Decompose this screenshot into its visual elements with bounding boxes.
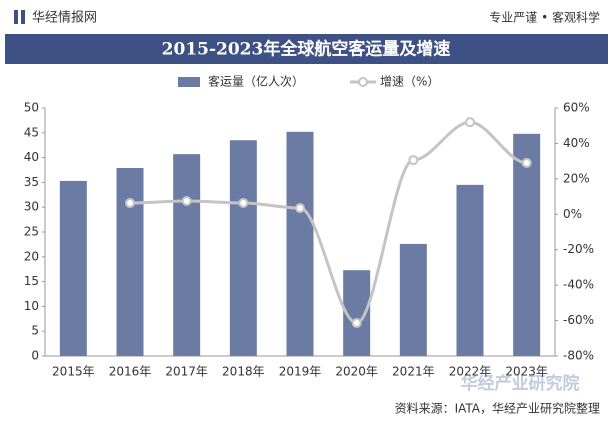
y2-tick-label: 20%	[563, 171, 590, 185]
legend-marker	[358, 77, 368, 87]
logo-bar	[14, 10, 18, 24]
y-tick-label: 25	[24, 225, 39, 239]
brand: 华经情报网	[32, 11, 97, 26]
y2-tick-label: -80%	[563, 349, 594, 363]
y-tick-label: 30	[24, 200, 39, 214]
y2-tick-label: -60%	[563, 313, 594, 327]
y2-tick-label: 0%	[563, 207, 582, 221]
marker	[181, 196, 192, 206]
marker	[351, 318, 362, 329]
bar	[229, 140, 257, 356]
bar	[116, 168, 144, 356]
watermark: 华经产业研究院	[461, 373, 580, 394]
x-tick-label: 2022年	[449, 365, 492, 379]
y-tick-label: 35	[24, 175, 39, 189]
x-tick-label: 2021年	[392, 365, 435, 379]
y2-tick-label: -20%	[563, 242, 594, 256]
y2-tick-label: 60%	[563, 101, 590, 115]
legend-swatch	[178, 77, 200, 87]
marker	[125, 197, 135, 208]
marker	[465, 117, 475, 128]
y-tick-label: 15	[24, 274, 39, 288]
x-tick-label: 2020年	[335, 365, 378, 379]
marker	[521, 157, 532, 168]
bar	[513, 133, 541, 356]
legend-label: 客运量（亿人次）	[208, 74, 304, 89]
y2-tick-label: 40%	[563, 136, 590, 150]
marker	[238, 197, 249, 208]
marker	[408, 155, 419, 166]
line	[129, 120, 527, 325]
x-tick-label: 2019年	[279, 365, 322, 379]
title-bar	[5, 34, 608, 64]
x-tick-label: 2015年	[52, 365, 95, 379]
x-tick-label: 2023年	[505, 365, 548, 379]
chart-title: 2015-2023年全球航空客运量及增速	[162, 39, 451, 60]
legend-label: 增速（%）	[380, 75, 439, 89]
y-tick-label: 10	[24, 299, 39, 313]
y-tick-label: 5	[31, 324, 39, 338]
bar	[173, 154, 201, 356]
bar	[286, 131, 314, 356]
bar	[399, 243, 427, 356]
y-tick-label: 20	[24, 249, 39, 263]
bar	[59, 180, 87, 356]
y-tick-label: 0	[31, 349, 39, 363]
bar	[456, 184, 484, 356]
x-tick-label: 2017年	[165, 365, 208, 379]
y-tick-label: 50	[24, 101, 39, 115]
marker	[295, 203, 305, 214]
source: 资料来源：IATA，华经产业研究院整理	[395, 401, 600, 416]
x-tick-label: 2016年	[109, 365, 152, 379]
x-tick-label: 2018年	[222, 365, 265, 379]
logo-bar	[21, 10, 25, 24]
y-tick-label: 45	[24, 125, 39, 139]
slogan: 专业严谨 • 客观科学	[489, 10, 600, 25]
y-tick-label: 40	[24, 150, 39, 164]
y2-tick-label: -40%	[563, 278, 594, 292]
